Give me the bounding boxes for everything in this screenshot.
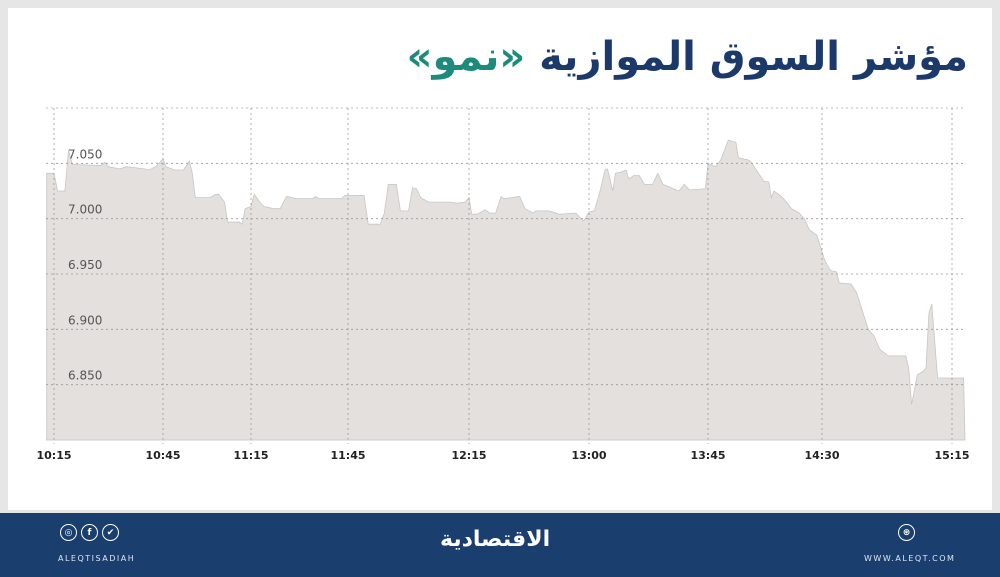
twitter-icon[interactable]: ✔	[102, 524, 119, 541]
index-area-chart: 6.850 6.900 6.950 7.000 7.050 10:15 10:45 11:15…	[36, 107, 970, 462]
instagram-icon[interactable]: ◎	[60, 524, 77, 541]
x-tick-label: 11:45	[330, 449, 365, 462]
x-tick-label: 10:45	[145, 449, 180, 462]
facebook-icon[interactable]: f	[81, 524, 98, 541]
website-link[interactable]: WWW.ALEQT.COM	[864, 554, 956, 563]
x-tick-label: 15:15	[934, 449, 969, 462]
social-handle: ALEQTISADIAH	[58, 554, 136, 563]
title-accent: «نمو»	[406, 34, 526, 80]
title-main: مؤشر السوق الموازية	[539, 34, 968, 80]
footer: ◎ f ✔ ALEQTISADIAH الاقتصادية ⊛ WWW.ALEQ…	[0, 513, 1000, 577]
globe-icon[interactable]: ⊛	[898, 524, 915, 541]
y-tick-label: 6.850	[68, 369, 102, 383]
brand-logo: الاقتصادية	[440, 527, 551, 552]
page-title: مؤشر السوق الموازية «نمو»	[407, 34, 968, 80]
y-tick-label: 7.000	[68, 203, 102, 217]
x-tick-label: 13:00	[571, 449, 606, 462]
y-tick-label: 7.050	[68, 147, 102, 161]
x-tick-label: 10:15	[36, 449, 71, 462]
y-tick-label: 6.900	[68, 313, 102, 327]
x-tick-label: 13:45	[690, 449, 725, 462]
x-tick-label: 12:15	[451, 449, 486, 462]
index-area	[46, 139, 966, 441]
y-tick-label: 6.950	[68, 258, 102, 272]
x-tick-label: 14:30	[804, 449, 839, 462]
social-links: ◎ f ✔	[60, 524, 119, 541]
x-tick-label: 11:15	[233, 449, 268, 462]
